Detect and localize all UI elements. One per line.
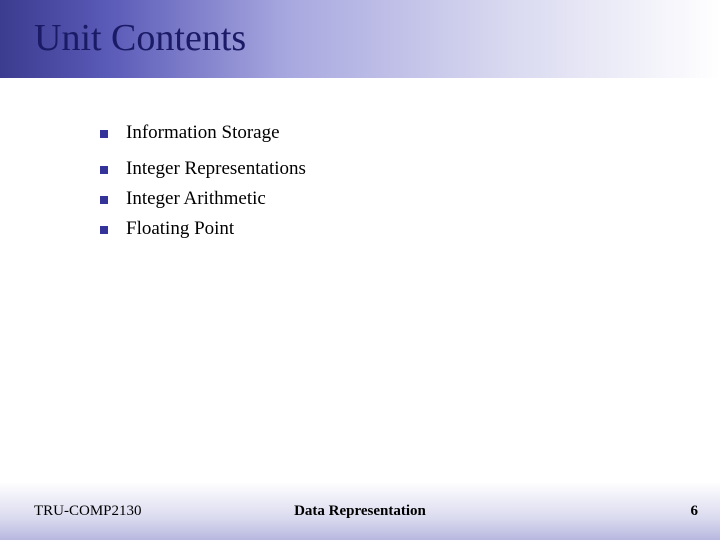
slide-number: 6 — [691, 503, 699, 520]
list-item: Integer Representations — [100, 158, 306, 180]
bullet-text: Information Storage — [126, 122, 280, 144]
bullet-text: Integer Representations — [126, 158, 306, 180]
bullet-icon — [100, 226, 108, 234]
bullet-text: Integer Arithmetic — [126, 188, 266, 210]
list-item: Integer Arithmetic — [100, 188, 306, 210]
footer-center-text: Data Representation — [294, 503, 426, 520]
bullet-icon — [100, 166, 108, 174]
bullet-list: Information Storage Integer Representati… — [100, 122, 306, 248]
list-item: Information Storage — [100, 122, 306, 144]
slide-footer: TRU-COMP2130 Data Representation 6 — [0, 482, 720, 540]
footer-left-text: TRU-COMP2130 — [34, 503, 142, 520]
bullet-icon — [100, 196, 108, 204]
list-item: Floating Point — [100, 218, 306, 240]
bullet-text: Floating Point — [126, 218, 234, 240]
slide-header: Unit Contents — [0, 0, 720, 78]
slide-title: Unit Contents — [34, 16, 246, 60]
bullet-icon — [100, 130, 108, 138]
